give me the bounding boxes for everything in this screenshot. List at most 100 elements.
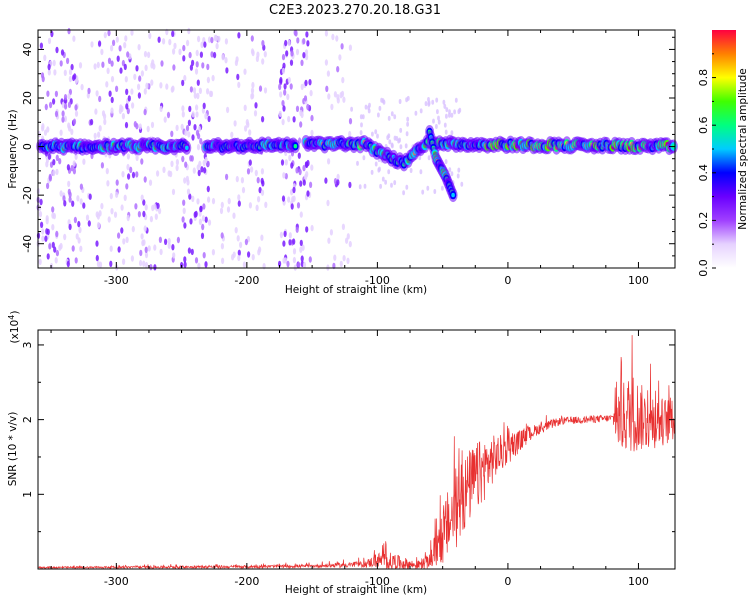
- noise-speck: [221, 54, 225, 61]
- noise-speck: [287, 196, 291, 203]
- noise-speck: [303, 95, 308, 102]
- noise-speck: [248, 129, 252, 136]
- noise-speck: [282, 172, 286, 179]
- noise-speck: [63, 200, 67, 207]
- noise-speck: [187, 247, 191, 254]
- noise-speck: [432, 118, 435, 124]
- noise-speck: [405, 184, 409, 190]
- noise-speck: [67, 180, 71, 188]
- noise-speck: [283, 83, 287, 90]
- noise-speck: [101, 110, 106, 117]
- noise-speck: [79, 183, 83, 190]
- noise-speck: [190, 248, 194, 256]
- noise-speck: [330, 103, 334, 111]
- noise-speck: [329, 229, 333, 236]
- x-tick-label: 0: [504, 575, 511, 588]
- noise-speck: [302, 38, 306, 45]
- noise-speck: [379, 183, 382, 189]
- noise-speck: [90, 41, 94, 48]
- noise-speck: [55, 46, 59, 54]
- noise-speck: [196, 143, 201, 151]
- noise-speck: [106, 180, 110, 187]
- noise-speck: [52, 159, 56, 166]
- noise-speck: [68, 68, 73, 76]
- noise-speck: [107, 29, 111, 37]
- noise-speck: [336, 173, 340, 181]
- noise-speck: [370, 169, 374, 175]
- noise-speck: [325, 85, 329, 93]
- noise-speck: [70, 128, 74, 135]
- noise-speck: [450, 171, 454, 177]
- noise-speck: [406, 116, 410, 122]
- noise-speck: [41, 75, 45, 83]
- noise-speck: [187, 27, 191, 35]
- y-tick-label: 40: [21, 42, 34, 56]
- noise-speck: [125, 236, 129, 243]
- noise-speck: [290, 189, 294, 196]
- noise-speck: [288, 232, 292, 239]
- noise-speck: [200, 166, 204, 173]
- noise-speck: [199, 205, 203, 213]
- noise-speck: [153, 264, 157, 271]
- noise-speck: [388, 139, 392, 145]
- noise-speck: [203, 167, 207, 174]
- noise-speck: [230, 131, 234, 138]
- noise-speck: [194, 257, 199, 264]
- noise-speck: [171, 30, 175, 37]
- noise-speck: [183, 261, 187, 268]
- noise-speck: [381, 98, 385, 104]
- noise-speck: [146, 125, 150, 133]
- noise-speck: [333, 254, 337, 261]
- noise-speck: [44, 103, 48, 111]
- noise-speck: [390, 182, 393, 188]
- noise-speck: [43, 54, 47, 61]
- spectrogram-y-label: Frequency (Hz): [7, 109, 19, 188]
- noise-speck: [376, 133, 379, 139]
- noise-speck: [80, 83, 84, 91]
- noise-speck: [435, 124, 438, 129]
- noise-speck: [397, 138, 400, 144]
- noise-speck: [38, 211, 43, 218]
- noise-speck: [109, 192, 113, 200]
- noise-speck: [237, 81, 241, 89]
- noise-speck: [140, 233, 144, 240]
- noise-speck: [443, 122, 447, 128]
- noise-speck: [299, 180, 303, 187]
- noise-speck: [248, 159, 252, 166]
- noise-speck: [115, 191, 119, 198]
- noise-speck: [281, 100, 285, 107]
- noise-speck: [166, 111, 171, 119]
- noise-speck: [60, 49, 65, 56]
- snr-panel: -300 -200 -100 0 100 1 2 3 Height of straight …: [7, 311, 676, 596]
- noise-speck: [283, 230, 287, 238]
- noise-speck: [98, 95, 102, 103]
- noise-speck: [299, 109, 303, 117]
- noise-speck: [327, 93, 331, 100]
- noise-speck: [61, 116, 65, 123]
- noise-speck: [144, 204, 148, 211]
- noise-speck: [64, 103, 68, 110]
- noise-speck: [75, 233, 79, 240]
- noise-speck: [299, 121, 303, 128]
- noise-speck: [88, 193, 92, 200]
- noise-speck: [110, 45, 114, 52]
- noise-speck: [304, 49, 309, 56]
- noise-speck: [346, 233, 350, 240]
- noise-speck: [41, 235, 45, 242]
- noise-speck: [189, 64, 193, 71]
- noise-speck: [339, 260, 343, 268]
- noise-speck: [137, 92, 141, 99]
- noise-speck: [378, 105, 382, 111]
- noise-speck: [436, 109, 439, 115]
- noise-speck: [244, 238, 248, 246]
- noise-speck: [377, 112, 380, 118]
- noise-speck: [232, 212, 236, 219]
- colorbar-tick-label: 0.0: [697, 259, 710, 277]
- noise-speck: [55, 249, 60, 257]
- snr-line: [37, 335, 676, 570]
- noise-speck: [191, 59, 195, 67]
- noise-speck: [298, 168, 302, 176]
- noise-speck: [187, 131, 191, 138]
- noise-speck: [189, 218, 193, 225]
- noise-speck: [139, 249, 143, 257]
